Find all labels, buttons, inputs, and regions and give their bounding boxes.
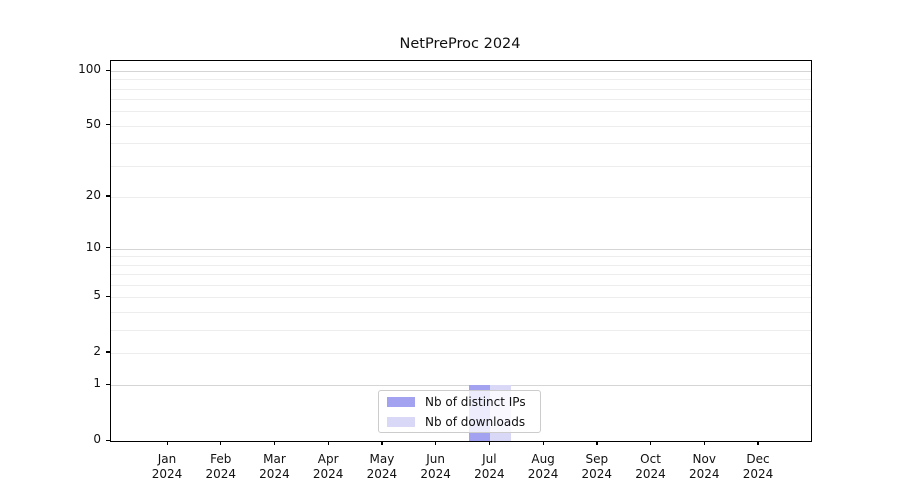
x-tick-month-text: Mar xyxy=(263,452,286,466)
x-tick-year-text: 2024 xyxy=(635,467,666,481)
x-tick-month-text: Feb xyxy=(210,452,232,466)
x-tick-jul xyxy=(488,441,491,445)
x-tick-jan xyxy=(166,441,168,445)
y-tick-10 xyxy=(106,247,110,249)
x-tick-year-text: 2024 xyxy=(259,467,290,481)
x-tick-year-text: 2024 xyxy=(205,467,236,481)
y-tick-100 xyxy=(106,69,110,71)
x-tick-month-text: Dec xyxy=(746,452,770,466)
gridline-minor-50 xyxy=(111,125,811,127)
x-tick-month-text: Apr xyxy=(317,452,339,466)
gridline-minor-8 xyxy=(111,264,811,266)
x-tick-month-text: Jan xyxy=(157,452,177,466)
y-tick-label-0: 0 xyxy=(93,432,101,446)
y-tick-20 xyxy=(106,195,110,197)
x-tick-label-aug-2024: Aug 2024 xyxy=(513,452,573,482)
legend-swatch-nb-of-distinct-ips xyxy=(387,396,415,407)
x-tick-year-text: 2024 xyxy=(527,467,559,481)
x-tick-label-jul-2024: Jul 2024 xyxy=(459,452,519,482)
x-tick-nov xyxy=(703,441,705,445)
x-tick-label-jun-2024: Jun 2024 xyxy=(406,452,466,482)
x-tick-may xyxy=(381,441,383,445)
gridline-minor-6 xyxy=(111,284,811,286)
x-tick-month-text: Jul xyxy=(482,452,497,466)
x-tick-month-text: Aug xyxy=(531,452,555,466)
x-tick-label-mar-2024: Mar 2024 xyxy=(244,452,304,482)
y-tick-0 xyxy=(106,439,110,441)
y-tick-50 xyxy=(106,124,110,126)
y-tick-label-10: 10 xyxy=(85,239,101,254)
x-tick-year-text: 2024 xyxy=(688,467,720,481)
x-tick-year-text: 2024 xyxy=(474,467,505,481)
x-tick-label-jan-2024: Jan 2024 xyxy=(137,452,197,482)
legend-label: Nb of distinct IPs xyxy=(425,394,526,409)
gridline-minor-40 xyxy=(111,143,811,145)
x-tick-label-feb-2024: Feb 2024 xyxy=(191,452,251,482)
x-tick-month-text: Sep xyxy=(585,452,609,466)
gridline-minor-2 xyxy=(111,352,811,354)
x-tick-label-dec-2024: Dec 2024 xyxy=(728,452,788,482)
legend-item-nb-of-distinct-ips: Nb of distinct IPs xyxy=(379,394,540,410)
gridline-minor-7 xyxy=(111,274,811,276)
gridline-minor-30 xyxy=(111,165,811,167)
x-tick-label-nov-2024: Nov 2024 xyxy=(674,452,734,482)
x-tick-apr xyxy=(327,441,329,445)
x-tick-sep xyxy=(596,441,598,445)
x-tick-aug xyxy=(542,441,544,445)
y-tick-label-20: 20 xyxy=(85,187,101,202)
gridline-minor-3 xyxy=(111,329,811,331)
y-tick-1 xyxy=(106,383,110,386)
x-tick-mar xyxy=(273,441,276,445)
gridline-minor-4 xyxy=(111,311,811,313)
gridline-minor-70 xyxy=(111,99,811,101)
legend: Nb of distinct IPs Nb of downloads xyxy=(378,390,541,433)
x-tick-dec xyxy=(757,441,759,445)
x-tick-month-text: Jun xyxy=(426,452,445,466)
x-tick-label-apr-2024: Apr 2024 xyxy=(298,452,358,482)
x-tick-jun xyxy=(435,441,437,445)
y-tick-5 xyxy=(106,295,110,298)
y-tick-2 xyxy=(106,351,110,353)
y-tick-label-100: 100 xyxy=(78,62,101,76)
gridline-minor-60 xyxy=(111,111,811,113)
x-tick-year-text: 2024 xyxy=(742,467,774,481)
y-tick-label-50: 50 xyxy=(85,116,101,131)
chart-title: NetPreProc 2024 xyxy=(399,36,521,52)
x-tick-oct xyxy=(650,441,652,445)
gridline-minor-90 xyxy=(111,79,811,81)
x-tick-year-text: 2024 xyxy=(366,467,398,481)
x-tick-feb xyxy=(220,441,222,445)
gridline-major-10 xyxy=(111,248,811,250)
legend-swatch-nb-of-downloads xyxy=(387,416,415,427)
x-tick-label-may-2024: May 2024 xyxy=(352,452,412,482)
legend-label: Nb of downloads xyxy=(425,414,526,429)
x-tick-label-oct-2024: Oct 2024 xyxy=(621,452,681,482)
x-tick-year-text: 2024 xyxy=(581,467,613,481)
y-tick-label-2: 2 xyxy=(93,343,101,358)
x-tick-month-text: Oct xyxy=(640,452,661,466)
x-tick-year-text: 2024 xyxy=(312,467,344,481)
y-tick-label-1: 1 xyxy=(93,376,101,391)
gridline-minor-9 xyxy=(111,256,811,258)
gridline-major-1 xyxy=(111,385,811,387)
gridline-major-100 xyxy=(111,71,811,72)
x-tick-year-text: 2024 xyxy=(151,467,183,481)
plot-area xyxy=(110,60,812,442)
x-tick-year-text: 2024 xyxy=(420,467,451,481)
y-tick-label-5: 5 xyxy=(93,288,101,303)
gridline-minor-5 xyxy=(111,297,811,299)
gridline-minor-80 xyxy=(111,88,811,90)
x-tick-month-text: Nov xyxy=(692,452,716,466)
x-tick-label-sep-2024: Sep 2024 xyxy=(567,452,627,482)
x-tick-month-text: May xyxy=(369,452,395,466)
gridline-minor-20 xyxy=(111,196,811,198)
legend-item-nb-of-downloads: Nb of downloads xyxy=(379,414,540,430)
